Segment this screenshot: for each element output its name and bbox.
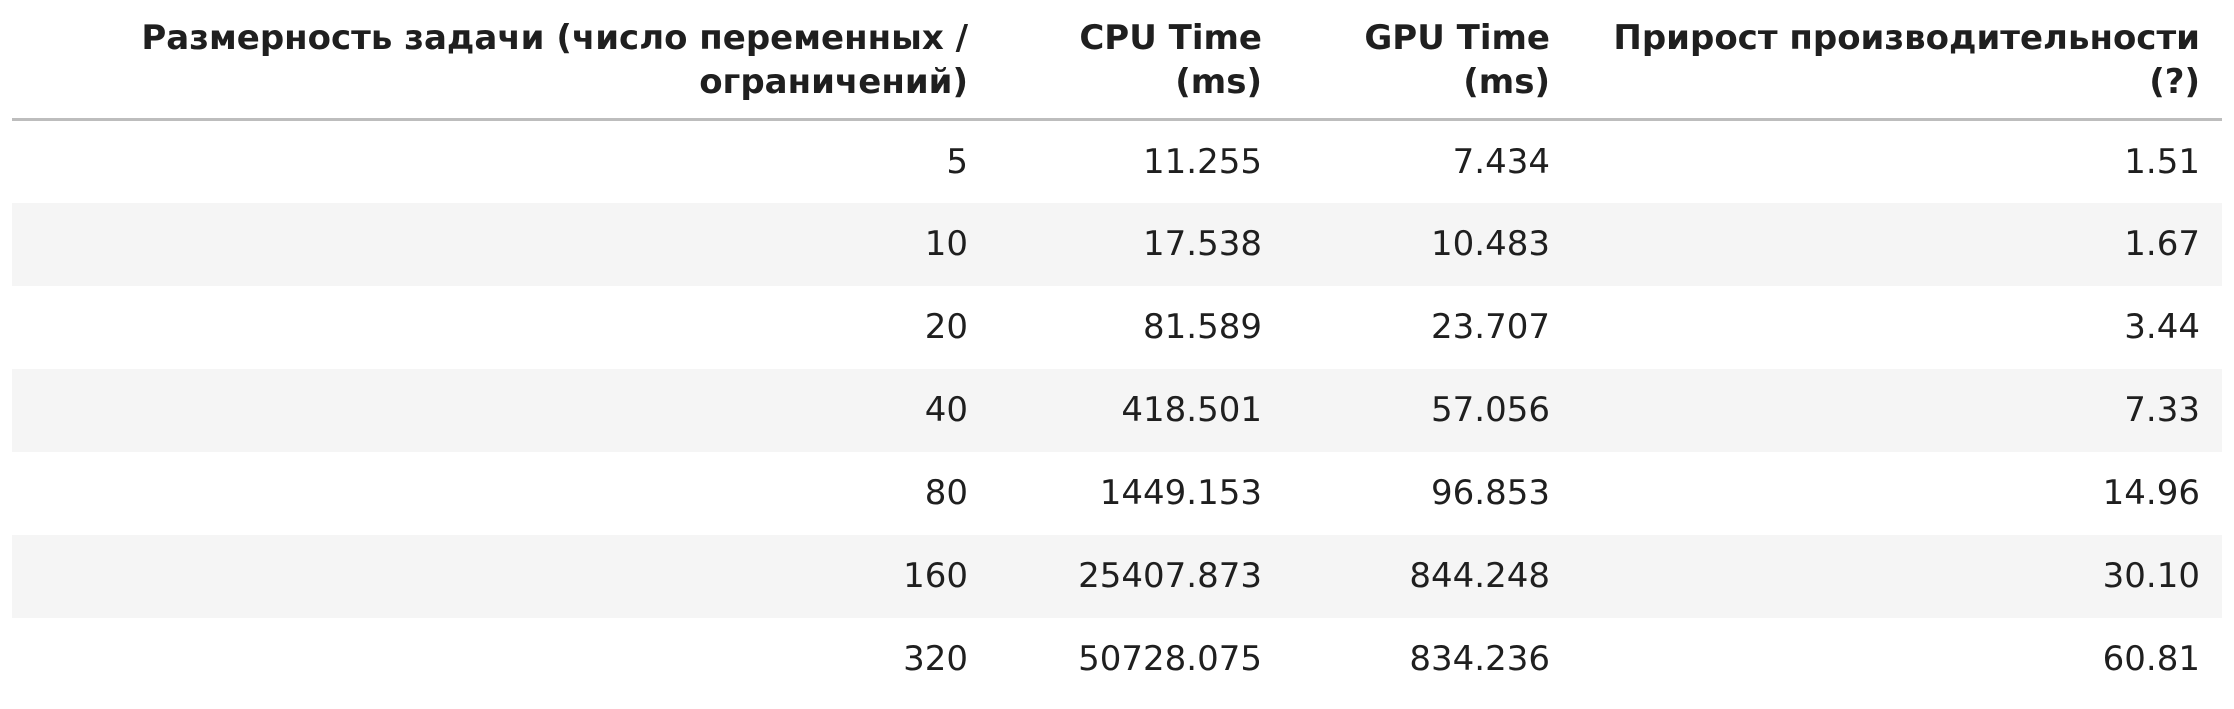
header-gpu-time: GPU Time (ms) [1284, 0, 1572, 121]
cell-speedup: 1.51 [2124, 141, 2200, 182]
cell-gpu-time: 7.434 [1452, 141, 1550, 182]
cell-speedup: 30.10 [1572, 534, 2222, 618]
cell-speedup: 1.67 [1572, 202, 2222, 286]
cell-problem-size: 80 [924, 473, 968, 513]
cell-cpu-time: 1449.153 [1099, 473, 1262, 513]
table-row: 80 1449.153 96.853 14.96 [12, 452, 2222, 535]
table-row: 160 25407.873 844.248 30.10 [12, 534, 2222, 618]
cell-cpu-time: 25407.873 [990, 534, 1284, 618]
cell-gpu-time: 57.056 [1284, 368, 1572, 452]
cell-problem-size: 320 [903, 639, 968, 679]
header-problem-size-line-1: Размерность задачи (число переменных / [141, 18, 968, 58]
data-table-container: Размерность задачи (число переменных / о… [12, 0, 2222, 701]
header-gpu-time-line-2: (ms) [1463, 62, 1550, 102]
cell-gpu-time: 834.236 [1409, 639, 1550, 679]
cell-problem-size: 5 [946, 141, 968, 182]
cell-gpu-time: 844.248 [1284, 534, 1572, 618]
cell-problem-size: 10 [12, 202, 990, 286]
header-speedup-line-2: (?) [2149, 62, 2200, 102]
cell-speedup: 3.44 [2124, 307, 2200, 347]
cell-gpu-time: 23.707 [1431, 307, 1550, 347]
table-row: 10 17.538 10.483 1.67 [12, 202, 2222, 286]
table-row: 320 50728.075 834.236 60.81 [12, 618, 2222, 701]
header-cpu-time-line-2: (ms) [1175, 62, 1262, 102]
table-header: Размерность задачи (число переменных / о… [12, 0, 2222, 121]
cell-problem-size: 20 [924, 307, 968, 347]
cell-problem-size: 160 [12, 534, 990, 618]
cell-cpu-time: 50728.075 [1078, 639, 1262, 679]
cell-cpu-time: 17.538 [990, 202, 1284, 286]
cell-cpu-time: 11.255 [1143, 141, 1262, 182]
header-cpu-time: CPU Time (ms) [990, 0, 1284, 121]
cell-gpu-time: 10.483 [1284, 202, 1572, 286]
cell-cpu-time: 81.589 [1143, 307, 1262, 347]
header-gpu-time-line-1: GPU Time [1364, 18, 1550, 58]
cell-gpu-time: 96.853 [1431, 473, 1550, 513]
header-row: Размерность задачи (число переменных / о… [12, 0, 2222, 121]
header-problem-size-line-2: ограничений) [699, 62, 968, 102]
table-row: 5 11.255 7.434 1.51 [12, 120, 2222, 203]
header-speedup-line-1: Прирост производительности [1613, 18, 2200, 58]
cell-cpu-time: 418.501 [990, 368, 1284, 452]
header-speedup: Прирост производительности (?) [1572, 0, 2222, 121]
header-problem-size: Размерность задачи (число переменных / о… [12, 0, 990, 121]
cell-problem-size: 40 [12, 368, 990, 452]
cell-speedup: 7.33 [1572, 368, 2222, 452]
cell-speedup: 14.96 [2102, 473, 2200, 513]
cell-speedup: 60.81 [2102, 639, 2200, 679]
benchmark-table: Размерность задачи (число переменных / о… [12, 0, 2222, 701]
header-cpu-time-line-1: CPU Time [1079, 18, 1262, 58]
table-row: 40 418.501 57.056 7.33 [12, 368, 2222, 452]
table-row: 20 81.589 23.707 3.44 [12, 286, 2222, 369]
table-body: 5 11.255 7.434 1.51 10 17.538 10.483 1.6… [12, 120, 2222, 701]
